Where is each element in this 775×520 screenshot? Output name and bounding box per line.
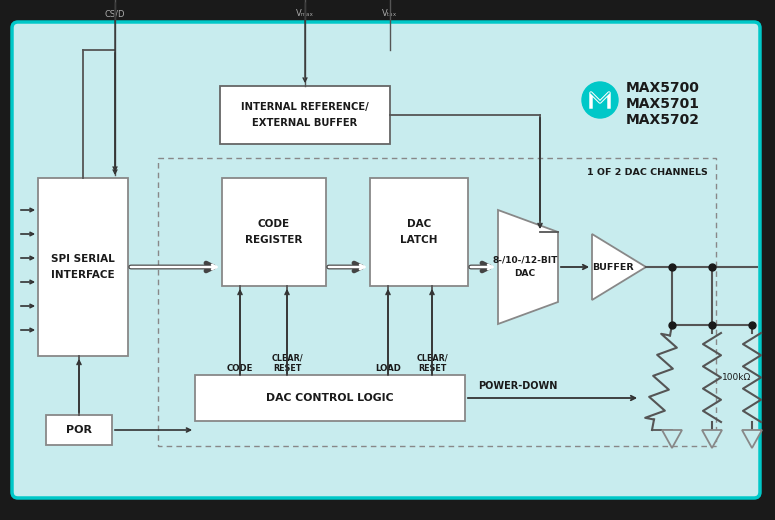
Text: INTERNAL REFERENCE/: INTERNAL REFERENCE/ [241, 102, 369, 112]
Text: POWER-DOWN: POWER-DOWN [478, 381, 558, 391]
Polygon shape [742, 430, 762, 448]
Text: Vₜₐₓ: Vₜₐₓ [382, 9, 398, 19]
FancyBboxPatch shape [38, 178, 128, 356]
Text: DAC CONTROL LOGIC: DAC CONTROL LOGIC [266, 393, 394, 403]
FancyBboxPatch shape [46, 415, 112, 445]
Text: INTERFACE: INTERFACE [51, 270, 115, 280]
Text: CLEAR/
RESET: CLEAR/ RESET [416, 354, 448, 373]
Text: BUFFER: BUFFER [592, 263, 634, 271]
Text: MAX5701: MAX5701 [626, 97, 700, 111]
Text: SPI SERIAL: SPI SERIAL [51, 254, 115, 264]
Polygon shape [592, 234, 646, 300]
Circle shape [582, 82, 618, 118]
Text: CS/D: CS/D [105, 9, 126, 19]
Text: DAC: DAC [515, 268, 536, 278]
Text: MAX5700: MAX5700 [626, 81, 700, 95]
Polygon shape [498, 210, 558, 324]
Text: LATCH: LATCH [400, 235, 438, 245]
Text: DAC: DAC [407, 219, 431, 229]
Text: EXTERNAL BUFFER: EXTERNAL BUFFER [253, 118, 357, 128]
FancyBboxPatch shape [12, 22, 760, 498]
FancyBboxPatch shape [220, 86, 390, 144]
Text: 100kΩ: 100kΩ [722, 373, 751, 383]
Polygon shape [662, 430, 682, 448]
Text: 1kΩ: 1kΩ [762, 373, 775, 383]
Polygon shape [702, 430, 722, 448]
Text: 8-/10-/12-BIT: 8-/10-/12-BIT [492, 255, 558, 265]
Text: POR: POR [66, 425, 92, 435]
Text: CODE: CODE [258, 219, 290, 229]
Text: LOAD: LOAD [375, 364, 401, 373]
Text: CLEAR/
RESET: CLEAR/ RESET [271, 354, 303, 373]
Text: 1 OF 2 DAC CHANNELS: 1 OF 2 DAC CHANNELS [587, 168, 708, 177]
Text: Vₘₐₓ: Vₘₐₓ [296, 9, 314, 19]
Text: REGISTER: REGISTER [246, 235, 303, 245]
Text: CODE: CODE [227, 364, 253, 373]
Text: MAX5702: MAX5702 [626, 113, 700, 127]
FancyBboxPatch shape [195, 375, 465, 421]
FancyBboxPatch shape [222, 178, 326, 286]
FancyBboxPatch shape [370, 178, 468, 286]
